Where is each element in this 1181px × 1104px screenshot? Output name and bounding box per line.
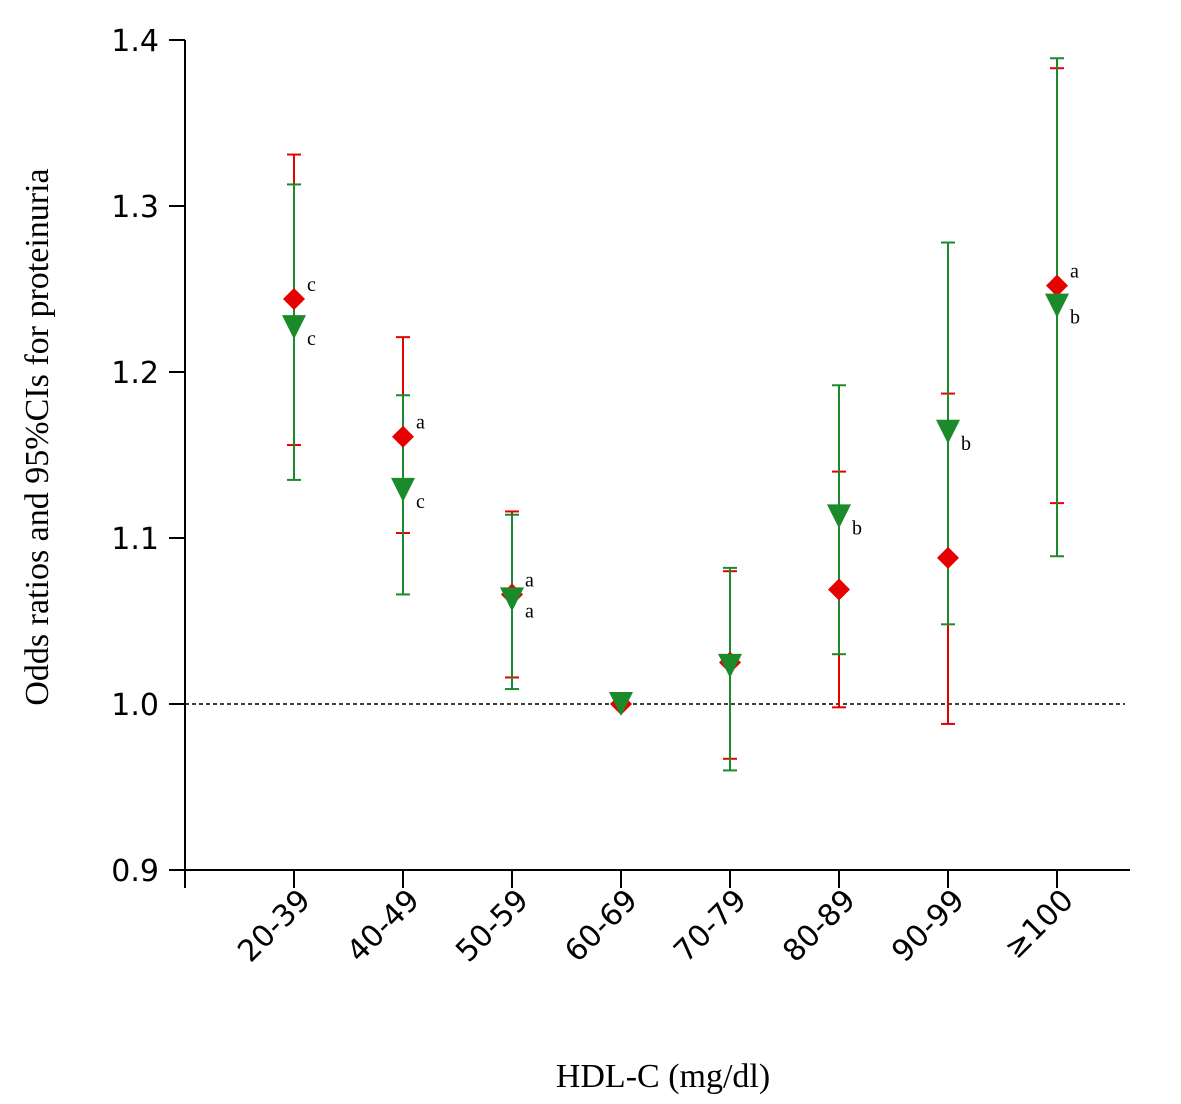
x-tick-label: 80-89 [776, 883, 862, 969]
triangle-marker [718, 653, 742, 678]
triangle-marker [500, 587, 524, 612]
triangle-marker [282, 315, 306, 340]
significance-label: c [416, 491, 425, 513]
y-tick-label: 1.2 [111, 356, 159, 391]
significance-label: b [1070, 307, 1080, 329]
x-tick-label: 50-59 [449, 883, 535, 969]
y-axis-title: Odds ratios and 95%CIs for proteinuria [19, 168, 56, 705]
significance-label: a [525, 600, 534, 622]
x-axis-title: HDL-C (mg/dl) [556, 1058, 770, 1095]
y-tick-label: 1.4 [111, 24, 159, 59]
x-tick-label: 70-79 [667, 883, 753, 969]
error-bars [287, 57, 1064, 772]
diamond-marker [828, 578, 850, 601]
diamond-marker [937, 546, 959, 569]
x-tick-label: 40-49 [340, 883, 426, 969]
significance-label: c [307, 274, 316, 296]
triangle-marker [391, 477, 415, 502]
x-tick-label: 20-39 [231, 883, 317, 969]
triangle-marker [1045, 293, 1069, 318]
y-tick-label: 1.1 [111, 522, 159, 557]
y-tick-label: 1.3 [111, 190, 159, 225]
diamond-marker [392, 425, 414, 448]
y-axis-ticks: 0.9 1.0 1.1 1.2 1.3 1.4 [111, 24, 185, 889]
significance-label: b [852, 517, 862, 539]
diamond-marker [1046, 274, 1068, 297]
significance-label: a [416, 412, 425, 434]
x-tick-label: 60-69 [558, 883, 644, 969]
significance-label: a [1070, 261, 1079, 283]
x-tick-label: ≥100 [998, 883, 1081, 966]
triangle-marker [936, 419, 960, 444]
significance-label: b [961, 433, 971, 455]
y-tick-label: 0.9 [111, 854, 159, 889]
significance-label: a [525, 569, 534, 591]
x-axis-ticks: 20-39 40-49 50-59 60-69 70-79 80-89 90-99 ≥100 [231, 870, 1081, 969]
markers [282, 274, 1069, 716]
triangle-marker [827, 504, 851, 529]
x-tick-label: 90-99 [885, 883, 971, 969]
triangle-marker [609, 692, 633, 716]
diamond-marker [283, 287, 305, 310]
significance-label: c [307, 328, 316, 350]
y-tick-label: 1.0 [111, 688, 159, 723]
